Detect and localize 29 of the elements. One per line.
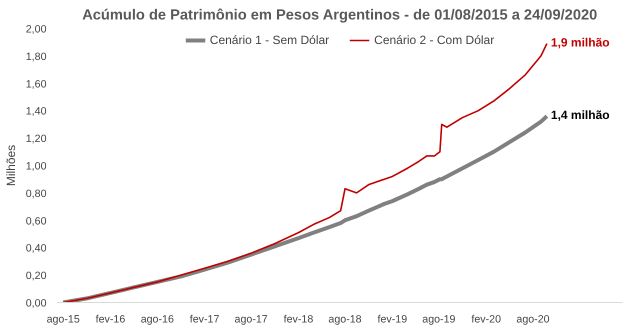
y-tick-label: 1,00 bbox=[26, 160, 47, 172]
y-tick-label: 0,20 bbox=[26, 270, 47, 282]
y-tick-label: 1,20 bbox=[26, 133, 47, 146]
x-tick-label: ago-17 bbox=[234, 314, 268, 326]
annotation: 1,9 milhão bbox=[550, 36, 610, 50]
x-tick-label: fev-20 bbox=[471, 314, 502, 326]
y-tick-label: 0,80 bbox=[26, 188, 47, 200]
x-tick-label: ago-15 bbox=[46, 314, 80, 326]
x-tick-label: ago-18 bbox=[328, 314, 362, 326]
line-series bbox=[62, 42, 548, 302]
x-tick-label: ago-20 bbox=[516, 314, 550, 326]
y-tick-label: 0,60 bbox=[26, 215, 47, 228]
y-tick-label: 1,40 bbox=[26, 106, 47, 118]
annotation: 1,4 milhão bbox=[550, 108, 610, 122]
y-tick-label: 1,80 bbox=[26, 50, 47, 63]
legend-label: Cenário 1 - Sem Dólar bbox=[210, 33, 330, 47]
y-axis-title: Milhões bbox=[4, 144, 18, 186]
x-tick-label: fev-19 bbox=[378, 314, 408, 326]
x-tick-label: fev-16 bbox=[96, 314, 126, 326]
x-tick-label: fev-18 bbox=[284, 314, 314, 326]
y-tick-label: 0,40 bbox=[26, 242, 47, 255]
y-tick-label: 1,60 bbox=[26, 78, 47, 90]
x-tick-label: fev-17 bbox=[190, 314, 220, 326]
chart-title: Acúmulo de Patrimônio em Pesos Argentinos - de 01/08/2015 a 24/09/2020 bbox=[82, 8, 598, 24]
y-tick-label: 2,00 bbox=[26, 24, 47, 36]
x-tick-label: ago-16 bbox=[140, 314, 174, 326]
y-tick-label: 0,00 bbox=[26, 298, 47, 310]
legend-label: Cenário 2 - Com Dólar bbox=[374, 33, 494, 47]
x-tick-label: ago-19 bbox=[422, 314, 456, 326]
